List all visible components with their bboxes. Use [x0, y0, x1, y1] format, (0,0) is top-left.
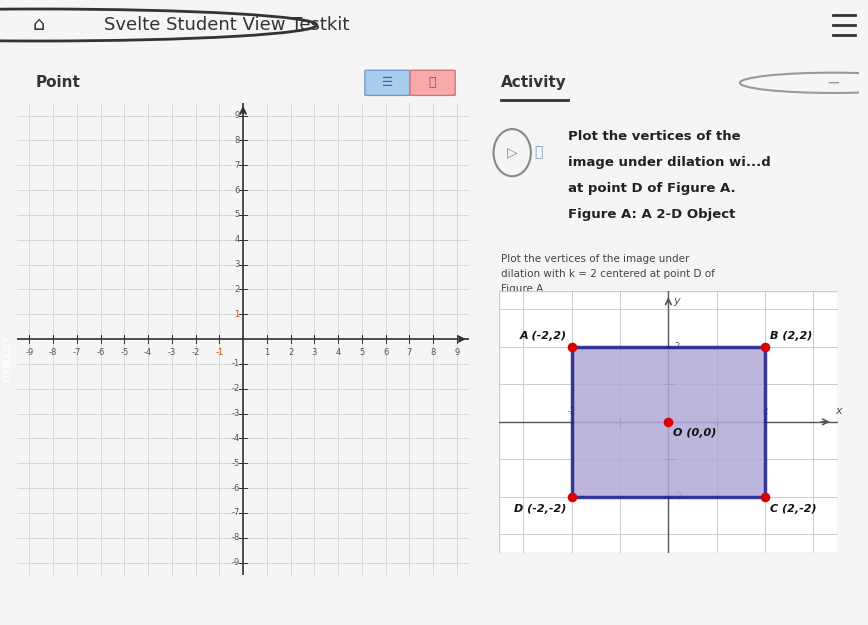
Text: 1: 1: [234, 310, 240, 319]
Text: 2: 2: [762, 408, 767, 416]
Text: -8: -8: [231, 533, 240, 542]
Text: -3: -3: [168, 348, 176, 357]
Text: Plot the vertices of the image under
dilation with k = 2 centered at point D of
: Plot the vertices of the image under dil…: [501, 254, 715, 294]
Text: -2: -2: [674, 492, 682, 501]
Text: -2: -2: [231, 384, 240, 393]
Text: −: −: [826, 74, 840, 92]
Text: 2: 2: [674, 342, 680, 351]
Text: 9: 9: [454, 348, 459, 357]
Text: Activity: Activity: [501, 75, 567, 90]
Point: [565, 342, 579, 352]
Text: 3: 3: [234, 260, 240, 269]
Text: 🗑: 🗑: [429, 76, 437, 89]
Text: Point: Point: [36, 75, 80, 90]
Point: [758, 342, 772, 352]
Text: B (2,2): B (2,2): [770, 331, 812, 341]
Text: 3: 3: [312, 348, 317, 357]
Text: -1: -1: [231, 359, 240, 368]
Text: -3: -3: [231, 409, 240, 418]
Text: 6: 6: [234, 186, 240, 194]
Text: 4: 4: [335, 348, 340, 357]
Text: x: x: [835, 406, 842, 416]
Text: ▷: ▷: [507, 146, 517, 159]
Point: [661, 417, 675, 427]
Text: 6: 6: [383, 348, 388, 357]
Text: -9: -9: [25, 348, 33, 357]
Text: D (-2,-2): D (-2,-2): [515, 504, 567, 514]
Text: -2: -2: [568, 408, 575, 416]
Text: -1: -1: [215, 348, 223, 357]
Text: 8: 8: [431, 348, 436, 357]
Text: image under dilation wi...d: image under dilation wi...d: [569, 156, 771, 169]
Text: 9: 9: [234, 111, 240, 120]
Text: -4: -4: [231, 434, 240, 443]
Text: 7: 7: [234, 161, 240, 170]
Text: -7: -7: [231, 508, 240, 518]
Text: Plot the vertices of the: Plot the vertices of the: [569, 129, 740, 142]
Text: -5: -5: [231, 459, 240, 468]
Text: Figure A: A 2-D Object: Figure A: A 2-D Object: [569, 208, 735, 221]
Text: A (-2,2): A (-2,2): [520, 331, 567, 341]
Text: -7: -7: [73, 348, 81, 357]
Text: ITEM LIST: ITEM LIST: [4, 336, 13, 382]
Text: -2: -2: [192, 348, 200, 357]
Text: 2: 2: [288, 348, 293, 357]
Text: -5: -5: [120, 348, 128, 357]
Text: 4: 4: [234, 235, 240, 244]
Text: C (2,-2): C (2,-2): [770, 504, 817, 514]
Text: O (0,0): O (0,0): [674, 428, 717, 438]
Polygon shape: [572, 347, 765, 497]
Text: -8: -8: [49, 348, 57, 357]
Text: 8: 8: [234, 136, 240, 145]
Text: 5: 5: [359, 348, 365, 357]
Text: 5: 5: [234, 211, 240, 219]
Text: 🔖: 🔖: [534, 146, 542, 159]
Text: ⌂: ⌂: [33, 16, 45, 34]
Text: Figure A: A 2-D Object: Figure A: A 2-D Object: [611, 532, 734, 542]
Text: 1: 1: [264, 348, 269, 357]
Text: Svelte Student View Testkit: Svelte Student View Testkit: [104, 16, 350, 34]
Point: [565, 492, 579, 502]
Text: -9: -9: [231, 558, 240, 567]
Text: y: y: [674, 296, 680, 306]
FancyBboxPatch shape: [365, 70, 410, 96]
Text: ☰: ☰: [382, 76, 393, 89]
Text: -4: -4: [144, 348, 152, 357]
FancyBboxPatch shape: [410, 70, 455, 96]
Point: [758, 492, 772, 502]
Text: at point D of Figure A.: at point D of Figure A.: [569, 181, 736, 194]
Text: 7: 7: [406, 348, 412, 357]
Text: 2: 2: [234, 285, 240, 294]
Text: -6: -6: [231, 484, 240, 492]
Text: -6: -6: [96, 348, 105, 357]
